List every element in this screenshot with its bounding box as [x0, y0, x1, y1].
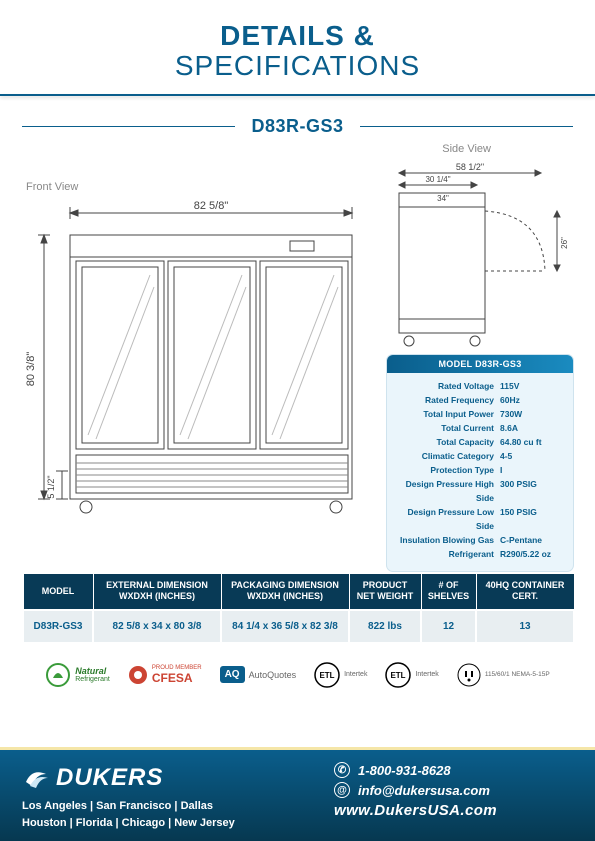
spec-row: Rated Frequency60Hz	[395, 393, 565, 407]
brand-logo-icon	[22, 764, 50, 792]
spec-row: Design Pressure High Side300 PSIG	[395, 477, 565, 505]
svg-text:5 1/2": 5 1/2"	[46, 475, 56, 498]
svg-text:80 3/8": 80 3/8"	[25, 352, 37, 387]
side-view-label: Side View	[442, 143, 491, 155]
spec-table: MODEL EXTERNAL DIMENSION WXDXH (INCHES) …	[22, 573, 575, 644]
cfesa-badge: PROUD MEMBERCFESA	[128, 665, 202, 685]
page-title: DETAILS & SPECIFICATIONS	[0, 0, 595, 94]
side-view-diagram: 58 1/2" 30 1/4" 34" 26"	[385, 161, 573, 355]
email-row: @ info@dukersusa.com	[334, 782, 573, 798]
title-line2: SPECIFICATIONS	[0, 50, 595, 82]
spec-row: Total Current8.6A	[395, 421, 565, 435]
spec-row: Total Input Power730W	[395, 407, 565, 421]
views-area: Front View Side View 82 5/8" 80 3/8" 5 1…	[22, 147, 573, 567]
svg-text:26": 26"	[560, 237, 569, 249]
footer-left: DUKERS Los Angeles | San Francisco | Dal…	[0, 750, 324, 841]
locations-line1: Los Angeles | San Francisco | Dallas	[22, 798, 314, 815]
svg-text:34": 34"	[437, 194, 449, 203]
page-footer: DUKERS Los Angeles | San Francisco | Dal…	[0, 747, 595, 841]
table-header-row: MODEL EXTERNAL DIMENSION WXDXH (INCHES) …	[23, 574, 574, 610]
table-header: PACKAGING DIMENSION WXDXH (INCHES)	[221, 574, 349, 610]
svg-text:58 1/2": 58 1/2"	[456, 162, 484, 172]
email-address: info@dukersusa.com	[358, 783, 490, 798]
table-cell: D83R-GS3	[23, 610, 93, 643]
title-line1: DETAILS &	[0, 20, 595, 52]
footer-right: ✆ 1-800-931-8628 @ info@dukersusa.com ww…	[324, 750, 595, 841]
cert-row: NaturalRefrigerant PROUD MEMBERCFESA AQ …	[22, 662, 573, 688]
spec-row: RefrigerantR290/5.22 oz	[395, 547, 565, 561]
spec-row: Rated Voltage115V	[395, 379, 565, 393]
locations-line2: Houston | Florida | Chicago | New Jersey	[22, 815, 314, 832]
svg-text:82 5/8": 82 5/8"	[194, 200, 229, 212]
svg-text:ETL: ETL	[320, 671, 335, 680]
spec-card: MODEL D83R-GS3 Rated Voltage115V Rated F…	[387, 355, 573, 571]
website-url: www.DukersUSA.com	[334, 802, 497, 819]
model-code: D83R-GS3	[235, 116, 359, 137]
table-header: EXTERNAL DIMENSION WXDXH (INCHES)	[93, 574, 221, 610]
spec-card-header: MODEL D83R-GS3	[387, 355, 573, 373]
table-cell: 13	[476, 610, 574, 643]
phone-number: 1-800-931-8628	[358, 763, 451, 778]
front-view-diagram: 82 5/8" 80 3/8" 5 1/2"	[22, 199, 362, 529]
table-header: MODEL	[23, 574, 93, 610]
table-cell: 84 1/4 x 36 5/8 x 82 3/8	[221, 610, 349, 643]
table-cell: 82 5/8 x 34 x 80 3/8	[93, 610, 221, 643]
table-header: # OF SHELVES	[421, 574, 476, 610]
title-underline	[0, 94, 595, 96]
front-view-label: Front View	[26, 181, 78, 193]
spec-card-body: Rated Voltage115V Rated Frequency60Hz To…	[387, 373, 573, 571]
website-row: www.DukersUSA.com	[334, 802, 573, 819]
svg-text:30 1/4": 30 1/4"	[425, 175, 450, 184]
table-cell: 822 lbs	[349, 610, 421, 643]
spec-row: Design Pressure Low Side150 PSIG	[395, 505, 565, 533]
table-header: PRODUCT NET WEIGHT	[349, 574, 421, 610]
email-icon: @	[334, 782, 350, 798]
natural-refrigerant-badge: NaturalRefrigerant	[45, 662, 110, 688]
brand-name: DUKERS	[56, 764, 163, 792]
nema-plug-badge: 115/60/1 NEMA-5-15P	[457, 663, 550, 687]
table-cell: 12	[421, 610, 476, 643]
table-header: 40HQ CONTAINER CERT.	[476, 574, 574, 610]
autoquotes-badge: AQ AutoQuotes	[220, 666, 297, 683]
svg-text:ETL: ETL	[391, 671, 406, 680]
brand-lockup: DUKERS	[22, 764, 314, 792]
spec-row: Insulation Blowing GasC-Pentane	[395, 533, 565, 547]
model-band: D83R-GS3	[22, 116, 573, 137]
etl-listed-us-badge: ETL Intertek	[314, 662, 367, 688]
phone-row: ✆ 1-800-931-8628	[334, 762, 573, 778]
phone-icon: ✆	[334, 762, 350, 778]
table-row: D83R-GS3 82 5/8 x 34 x 80 3/8 84 1/4 x 3…	[23, 610, 574, 643]
spec-row: Protection TypeI	[395, 463, 565, 477]
spec-row: Climatic Category4-5	[395, 449, 565, 463]
etl-sanitation-badge: ETL Intertek	[385, 662, 438, 688]
spec-row: Total Capacity64.80 cu ft	[395, 435, 565, 449]
